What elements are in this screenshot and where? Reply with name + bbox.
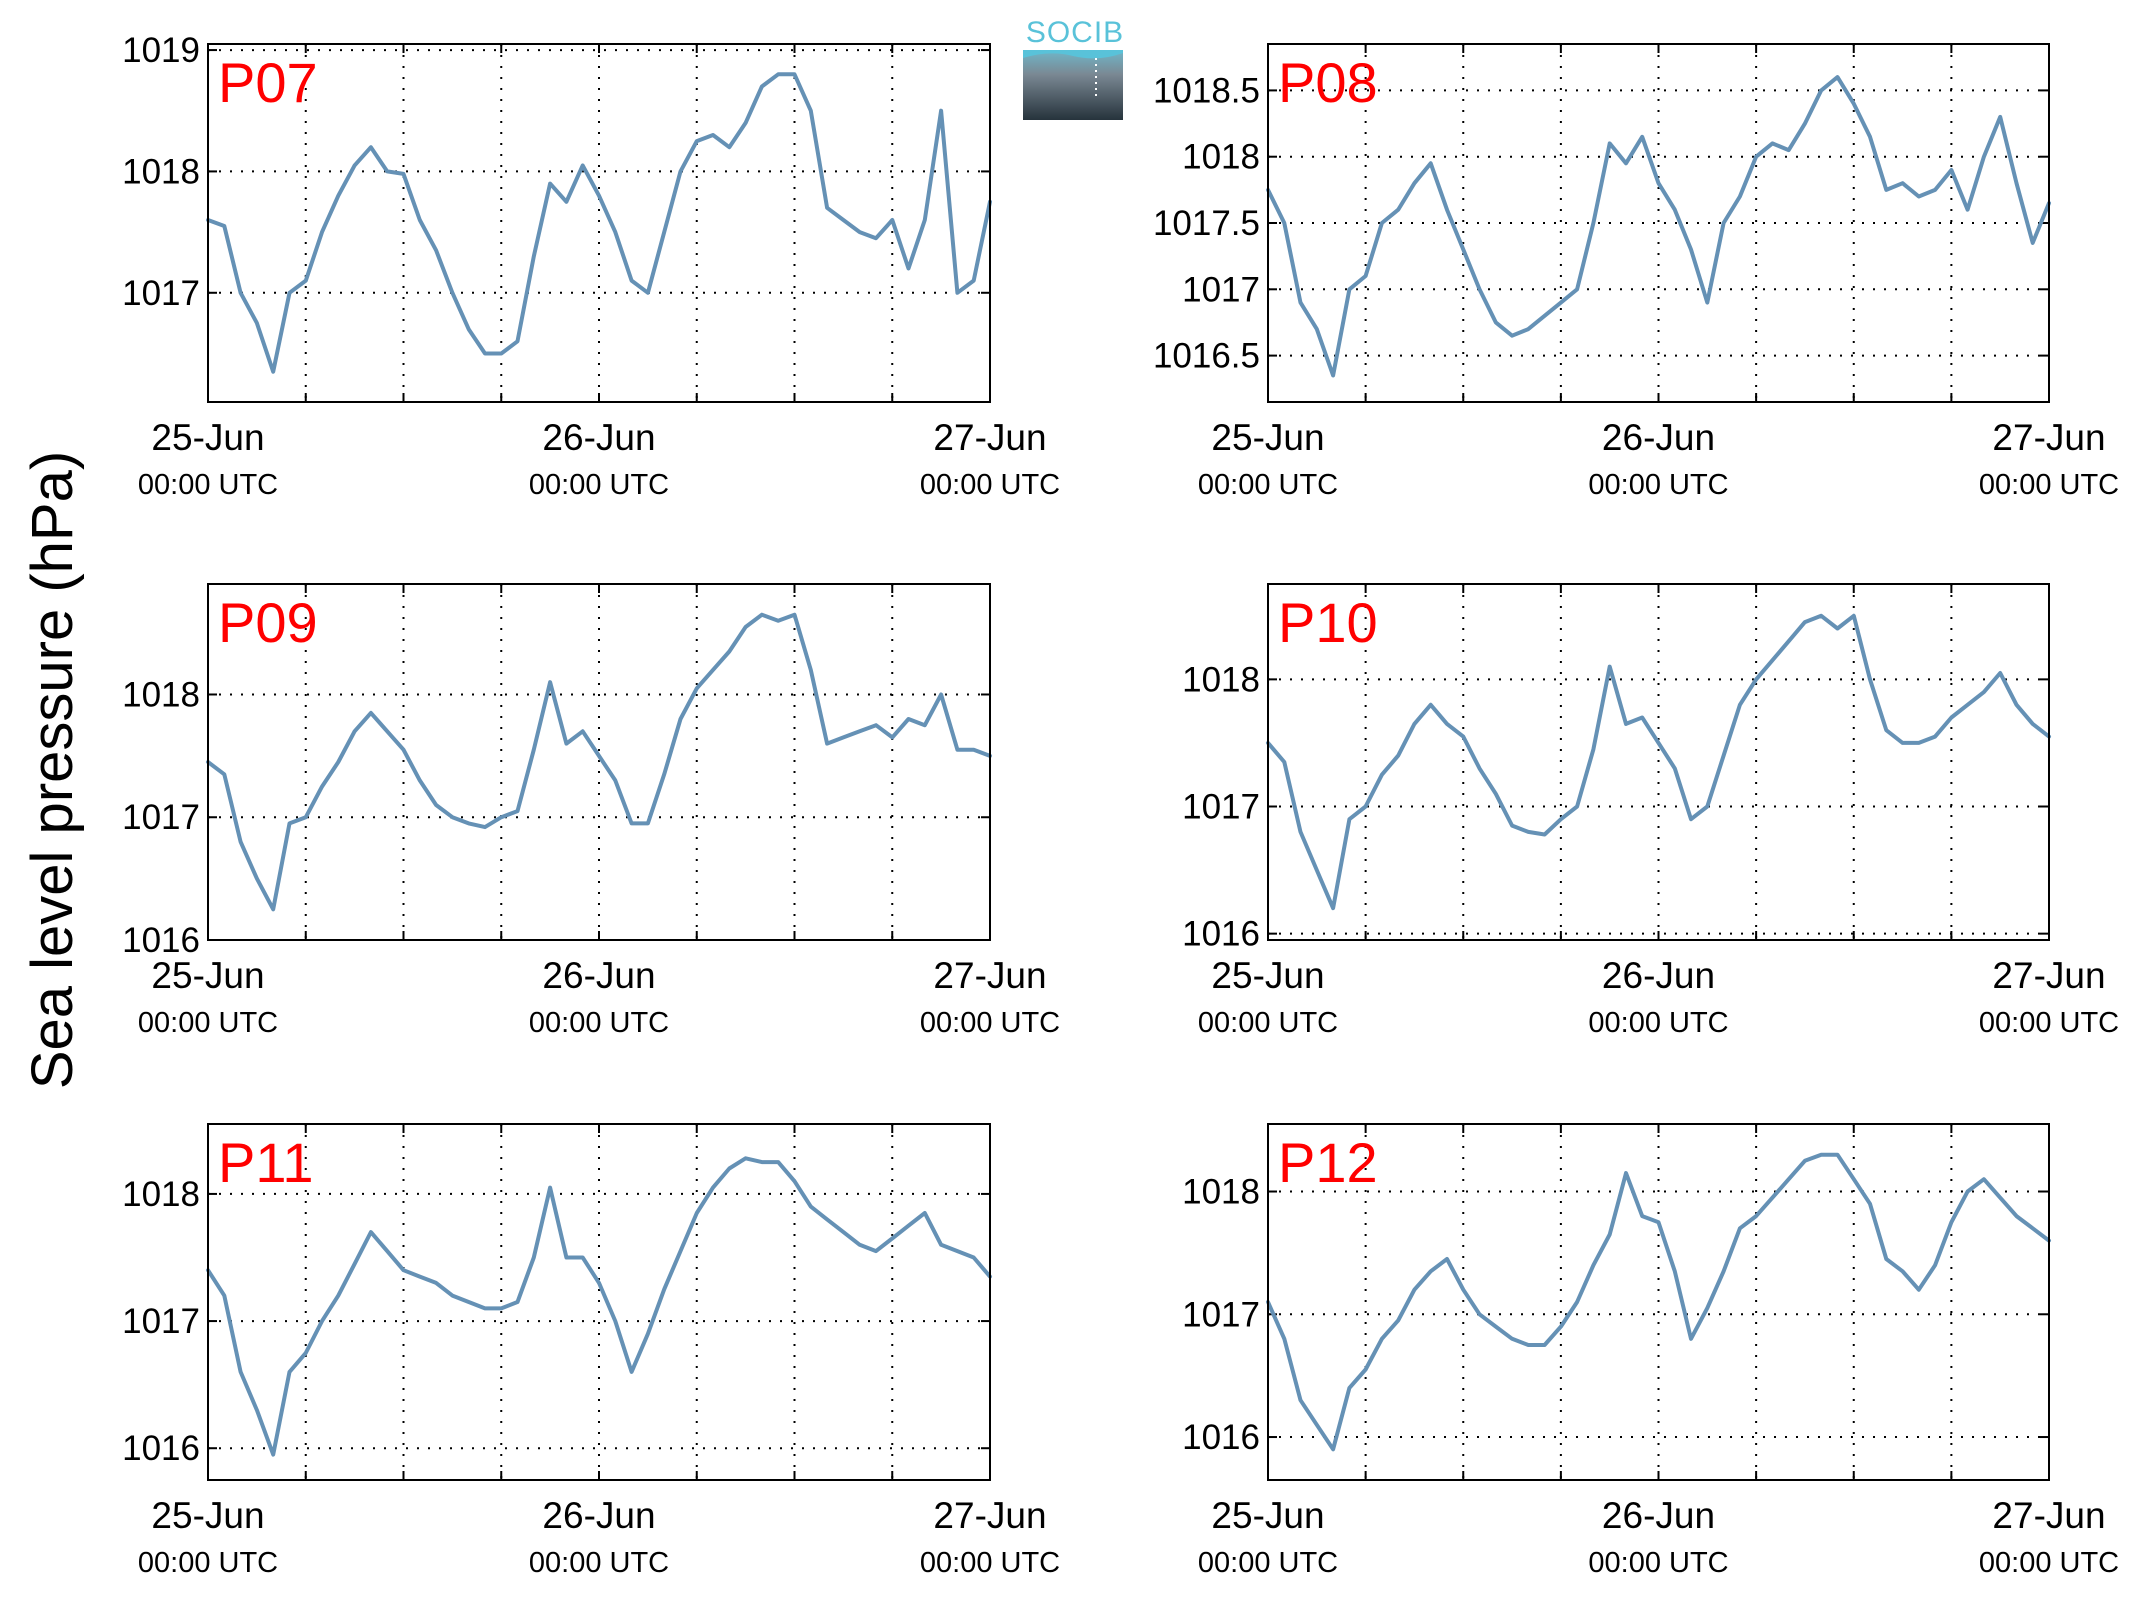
x-tick-label-time: 00:00 UTC — [1198, 469, 1338, 501]
panel-station-label: P07 — [218, 51, 318, 114]
y-tick-label: 1018 — [1182, 660, 1260, 699]
panel-station-label: P10 — [1278, 591, 1378, 654]
x-tick-label-date: 26-Jun — [542, 417, 655, 458]
y-tick-label: 1017 — [1182, 1295, 1260, 1334]
panel-p11: 1016 1017 1018 25-Jun 00:00 UTC 26-Jun 00:00 U… — [122, 1123, 1060, 1579]
x-tick-label-date: 27-Jun — [1992, 1495, 2105, 1536]
x-tick-label-date: 25-Jun — [1211, 1495, 1324, 1536]
panel-station-label: P09 — [218, 591, 318, 654]
axes-frame — [1267, 583, 2050, 941]
y-tick-label: 1018 — [122, 675, 200, 714]
x-tick-label-time: 00:00 UTC — [138, 1007, 278, 1039]
panels: 1017 1018 1019 25-Jun 00:00 UTC 26-Jun 00:00 U… — [122, 31, 2119, 1579]
axes-frame — [1267, 43, 2050, 403]
x-tick-label-time: 00:00 UTC — [1588, 1007, 1728, 1039]
x-tick-label-time: 00:00 UTC — [1588, 1547, 1728, 1579]
logo-block — [1023, 50, 1123, 120]
panel-p09: 1016 1017 1018 25-Jun 00:00 UTC 26-Jun 00:00 U… — [122, 583, 1060, 1039]
y-tick-label: 1018 — [122, 152, 200, 191]
pressure-series-line — [1266, 1152, 2051, 1452]
global-y-axis-label: Sea level pressure (hPa) — [20, 451, 85, 1089]
x-tick-label-date: 25-Jun — [151, 955, 264, 996]
y-tick-label: 1019 — [122, 31, 200, 70]
y-tick-label: 1017 — [122, 274, 200, 313]
y-tick-label: 1017 — [1182, 788, 1260, 827]
panel-station-label: P08 — [1278, 51, 1378, 114]
x-tick-label-date: 25-Jun — [151, 417, 264, 458]
x-tick-label-date: 26-Jun — [542, 1495, 655, 1536]
y-tick-label: 1018 — [1182, 138, 1260, 177]
x-tick-label-time: 00:00 UTC — [1198, 1547, 1338, 1579]
x-tick-label-date: 27-Jun — [933, 955, 1046, 996]
x-tick-label-date: 27-Jun — [1992, 417, 2105, 458]
panel-p07: 1017 1018 1019 25-Jun 00:00 UTC 26-Jun 00:00 U… — [122, 31, 1060, 501]
axes-frame — [207, 583, 991, 941]
x-tick-label-time: 00:00 UTC — [1198, 1007, 1338, 1039]
x-tick-label-date: 27-Jun — [933, 1495, 1046, 1536]
y-tick-label: 1018 — [1182, 1173, 1260, 1212]
x-tick-label-date: 26-Jun — [542, 955, 655, 996]
panel-p12: 1016 1017 1018 25-Jun 00:00 UTC 26-Jun 00:00 U… — [1182, 1123, 2119, 1579]
pressure-series-line — [1266, 75, 2051, 378]
y-tick-label: 1016 — [1182, 915, 1260, 954]
y-tick-label: 1017 — [1182, 270, 1260, 309]
x-tick-label-date: 26-Jun — [1602, 1495, 1715, 1536]
pressure-series-line — [206, 1156, 992, 1457]
y-tick-label: 1017 — [122, 798, 200, 837]
panel-station-label: P12 — [1278, 1131, 1378, 1194]
axes-frame — [1267, 1123, 2050, 1481]
x-tick-label-time: 00:00 UTC — [1979, 1547, 2119, 1579]
y-tick-label: 1016 — [122, 921, 200, 960]
x-tick-label-date: 25-Jun — [1211, 417, 1324, 458]
x-tick-label-date: 26-Jun — [1602, 417, 1715, 458]
panel-p10: 1016 1017 1018 25-Jun 00:00 UTC 26-Jun 00:00 U… — [1182, 583, 2119, 1039]
y-tick-label: 1016 — [122, 1429, 200, 1468]
x-tick-label-time: 00:00 UTC — [138, 1547, 278, 1579]
x-tick-label-time: 00:00 UTC — [920, 469, 1060, 501]
y-tick-label: 1018.5 — [1153, 71, 1260, 110]
logo-wave — [1023, 50, 1123, 59]
x-tick-label-time: 00:00 UTC — [1979, 1007, 2119, 1039]
x-tick-label-date: 27-Jun — [1992, 955, 2105, 996]
x-tick-label-date: 25-Jun — [1211, 955, 1324, 996]
x-tick-label-time: 00:00 UTC — [529, 469, 669, 501]
axes-frame — [207, 43, 991, 403]
socib-logo: SOCIB — [1023, 16, 1124, 120]
x-tick-label-date: 26-Jun — [1602, 955, 1715, 996]
y-tick-label: 1017.5 — [1153, 204, 1260, 243]
pressure-series-line — [206, 72, 992, 374]
x-tick-label-date: 25-Jun — [151, 1495, 264, 1536]
x-tick-label-time: 00:00 UTC — [529, 1547, 669, 1579]
y-tick-label: 1016.5 — [1153, 337, 1260, 376]
pressure-series-line — [206, 612, 992, 912]
logo-text: SOCIB — [1026, 16, 1124, 49]
y-tick-label: 1018 — [122, 1175, 200, 1214]
x-tick-label-time: 00:00 UTC — [138, 469, 278, 501]
x-tick-label-time: 00:00 UTC — [1588, 469, 1728, 501]
x-tick-label-time: 00:00 UTC — [920, 1007, 1060, 1039]
y-tick-label: 1017 — [122, 1302, 200, 1341]
x-tick-label-time: 00:00 UTC — [529, 1007, 669, 1039]
panel-station-label: P11 — [218, 1131, 313, 1194]
x-tick-label-date: 27-Jun — [933, 417, 1046, 458]
axes-frame — [207, 1123, 991, 1481]
panel-p08: 1016.5 1017 1017.5 1018 1018.5 25-Jun 00:00 UT… — [1153, 43, 2119, 501]
x-tick-label-time: 00:00 UTC — [920, 1547, 1060, 1579]
pressure-series-line — [1266, 613, 2051, 911]
y-tick-label: 1016 — [1182, 1418, 1260, 1457]
x-tick-label-time: 00:00 UTC — [1979, 469, 2119, 501]
